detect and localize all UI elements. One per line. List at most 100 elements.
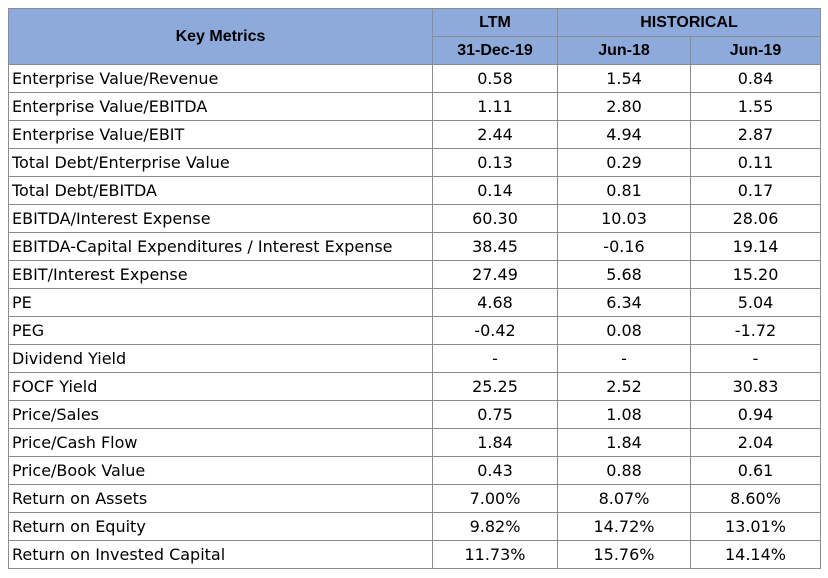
metric-label: EBITDA/Interest Expense xyxy=(8,204,433,233)
jun-18-value: -0.16 xyxy=(557,232,691,261)
ltm-value: - xyxy=(432,344,558,373)
metric-label: Enterprise Value/EBIT xyxy=(8,120,433,149)
jun-18-value: 0.29 xyxy=(557,148,691,177)
metric-label: Price/Cash Flow xyxy=(8,428,433,457)
table-row: EBIT/Interest Expense 27.49 5.68 15.20 xyxy=(8,260,821,289)
period-header-jun-19: Jun-19 xyxy=(690,36,821,65)
metrics-table-container: Key Metrics LTM HISTORICAL 31-Dec-19 Jun… xyxy=(8,8,821,569)
ltm-value: 0.43 xyxy=(432,456,558,485)
table-header: Key Metrics LTM HISTORICAL 31-Dec-19 Jun… xyxy=(8,8,821,65)
table-row: Dividend Yield - - - xyxy=(8,344,821,373)
table-body: Enterprise Value/Revenue 0.58 1.54 0.84 Ente… xyxy=(8,64,821,569)
table-row: PE 4.68 6.34 5.04 xyxy=(8,288,821,317)
jun-18-value: 6.34 xyxy=(557,288,691,317)
ltm-value: 0.75 xyxy=(432,400,558,429)
ltm-value: 27.49 xyxy=(432,260,558,289)
ltm-value: 38.45 xyxy=(432,232,558,261)
jun-18-value: 15.76% xyxy=(557,540,691,569)
table-row: EBITDA-Capital Expenditures / Interest E… xyxy=(8,232,821,261)
ltm-value: 7.00% xyxy=(432,484,558,513)
table-row: FOCF Yield 25.25 2.52 30.83 xyxy=(8,372,821,401)
historical-group-header: HISTORICAL xyxy=(557,8,821,37)
jun-19-value: 1.55 xyxy=(690,92,821,121)
jun-18-value: 1.84 xyxy=(557,428,691,457)
ltm-value: 11.73% xyxy=(432,540,558,569)
key-metrics-header: Key Metrics xyxy=(8,8,433,65)
jun-18-value: 10.03 xyxy=(557,204,691,233)
jun-18-value: 4.94 xyxy=(557,120,691,149)
metric-label: Enterprise Value/EBITDA xyxy=(8,92,433,121)
jun-18-value: 1.54 xyxy=(557,64,691,93)
metric-label: PE xyxy=(8,288,433,317)
ltm-value: 1.84 xyxy=(432,428,558,457)
jun-18-value: 0.88 xyxy=(557,456,691,485)
jun-18-value: 2.52 xyxy=(557,372,691,401)
metric-label: Dividend Yield xyxy=(8,344,433,373)
jun-18-value: 8.07% xyxy=(557,484,691,513)
ltm-value: 0.14 xyxy=(432,176,558,205)
metric-label: Return on Equity xyxy=(8,512,433,541)
table-row: Return on Assets 7.00% 8.07% 8.60% xyxy=(8,484,821,513)
jun-19-value: -1.72 xyxy=(690,316,821,345)
jun-18-value: - xyxy=(557,344,691,373)
jun-19-value: 8.60% xyxy=(690,484,821,513)
period-header-ltm: 31-Dec-19 xyxy=(432,36,558,65)
metric-label: EBITDA-Capital Expenditures / Interest E… xyxy=(8,232,433,261)
jun-19-value: 28.06 xyxy=(690,204,821,233)
metric-label: Price/Sales xyxy=(8,400,433,429)
ltm-value: 4.68 xyxy=(432,288,558,317)
ltm-group-header: LTM xyxy=(432,8,558,37)
jun-19-value: 0.17 xyxy=(690,176,821,205)
jun-18-value: 0.08 xyxy=(557,316,691,345)
table-row: Enterprise Value/EBIT 2.44 4.94 2.87 xyxy=(8,120,821,149)
key-metrics-table: Key Metrics LTM HISTORICAL 31-Dec-19 Jun… xyxy=(8,8,821,569)
ltm-value: 0.58 xyxy=(432,64,558,93)
jun-19-value: 2.87 xyxy=(690,120,821,149)
table-row: Return on Invested Capital 11.73% 15.76% 14… xyxy=(8,540,821,569)
ltm-value: 9.82% xyxy=(432,512,558,541)
ltm-value: 25.25 xyxy=(432,372,558,401)
jun-19-value: 0.61 xyxy=(690,456,821,485)
jun-18-value: 14.72% xyxy=(557,512,691,541)
table-row: EBITDA/Interest Expense 60.30 10.03 28.06 xyxy=(8,204,821,233)
jun-19-value: 13.01% xyxy=(690,512,821,541)
jun-19-value: 5.04 xyxy=(690,288,821,317)
metric-label: Price/Book Value xyxy=(8,456,433,485)
metric-label: Return on Assets xyxy=(8,484,433,513)
ltm-value: -0.42 xyxy=(432,316,558,345)
ltm-value: 1.11 xyxy=(432,92,558,121)
metric-label: FOCF Yield xyxy=(8,372,433,401)
jun-19-value: 2.04 xyxy=(690,428,821,457)
metric-label: PEG xyxy=(8,316,433,345)
table-row: Total Debt/EBITDA 0.14 0.81 0.17 xyxy=(8,176,821,205)
jun-19-value: 0.84 xyxy=(690,64,821,93)
metric-label: Total Debt/EBITDA xyxy=(8,176,433,205)
ltm-value: 2.44 xyxy=(432,120,558,149)
jun-19-value: 0.94 xyxy=(690,400,821,429)
metric-label: Return on Invested Capital xyxy=(8,540,433,569)
table-row: Price/Book Value 0.43 0.88 0.61 xyxy=(8,456,821,485)
table-row: Price/Cash Flow 1.84 1.84 2.04 xyxy=(8,428,821,457)
jun-19-value: 30.83 xyxy=(690,372,821,401)
metric-label: Total Debt/Enterprise Value xyxy=(8,148,433,177)
jun-18-value: 0.81 xyxy=(557,176,691,205)
metric-label: Enterprise Value/Revenue xyxy=(8,64,433,93)
jun-19-value: 14.14% xyxy=(690,540,821,569)
table-row: Enterprise Value/EBITDA 1.11 2.80 1.55 xyxy=(8,92,821,121)
jun-19-value: 0.11 xyxy=(690,148,821,177)
ltm-value: 60.30 xyxy=(432,204,558,233)
header-row-periods: 31-Dec-19 Jun-18 Jun-19 xyxy=(9,36,821,65)
jun-18-value: 1.08 xyxy=(557,400,691,429)
header-row-groups: Key Metrics LTM HISTORICAL xyxy=(8,8,821,65)
table-row: PEG -0.42 0.08 -1.72 xyxy=(8,316,821,345)
table-row: Return on Equity 9.82% 14.72% 13.01% xyxy=(8,512,821,541)
ltm-value: 0.13 xyxy=(432,148,558,177)
jun-19-value: 19.14 xyxy=(690,232,821,261)
table-row: Total Debt/Enterprise Value 0.13 0.29 0.11 xyxy=(8,148,821,177)
jun-18-value: 5.68 xyxy=(557,260,691,289)
jun-19-value: - xyxy=(690,344,821,373)
metric-label: EBIT/Interest Expense xyxy=(8,260,433,289)
jun-18-value: 2.80 xyxy=(557,92,691,121)
table-row: Price/Sales 0.75 1.08 0.94 xyxy=(8,400,821,429)
period-header-jun-18: Jun-18 xyxy=(557,36,691,65)
